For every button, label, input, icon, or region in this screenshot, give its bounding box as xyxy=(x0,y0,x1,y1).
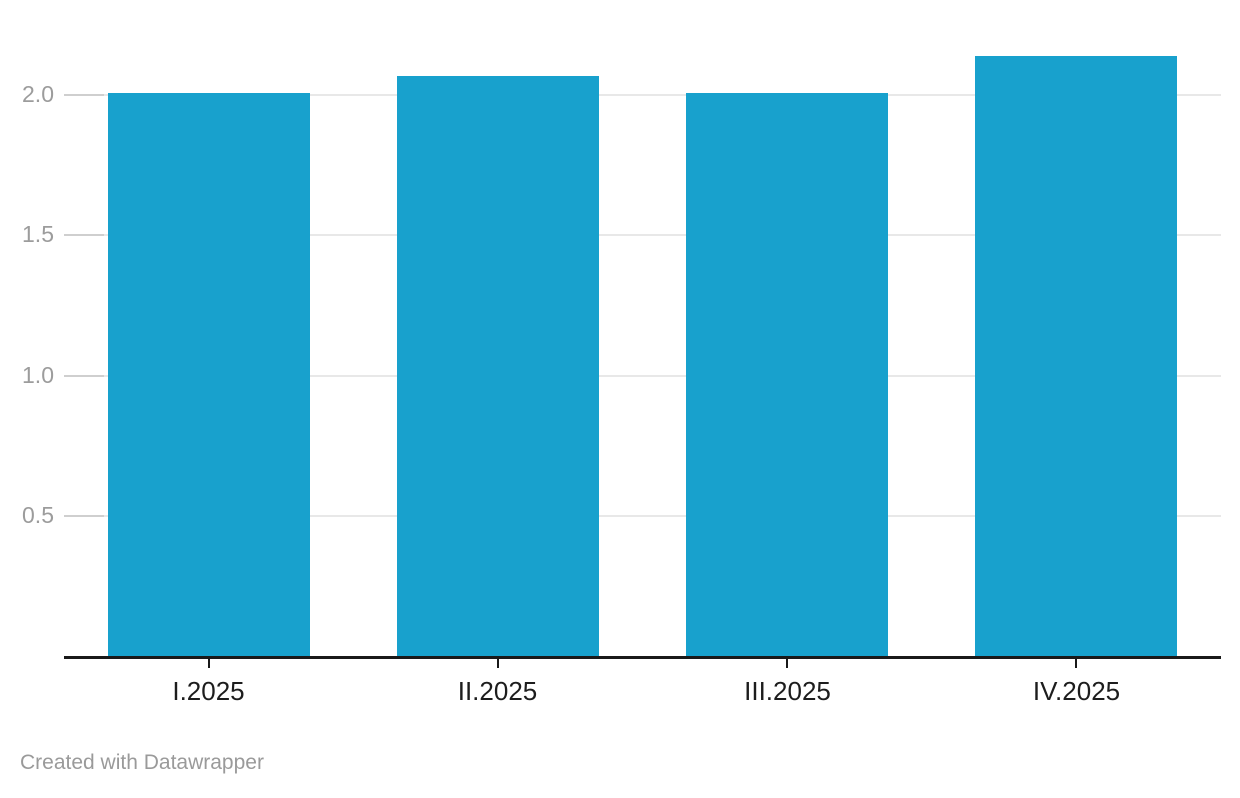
gridline-1.5 xyxy=(64,234,1221,236)
datawrapper-attribution-link[interactable]: Created with Datawrapper xyxy=(20,751,264,774)
y-tick-label: 1.5 xyxy=(22,221,54,247)
x-axis-label-IV.2025: IV.2025 xyxy=(1032,676,1121,706)
x-axis-label-III.2025: III.2025 xyxy=(744,676,831,706)
plot-area xyxy=(64,0,1221,656)
bar-III.2025 xyxy=(686,93,888,656)
x-axis-line xyxy=(64,656,1221,659)
y-tick-mark xyxy=(64,234,104,236)
gridline-1.0 xyxy=(64,375,1221,377)
y-tick-label: 2.0 xyxy=(22,81,54,107)
x-tick-mark xyxy=(497,659,499,668)
y-tick-label: 0.5 xyxy=(22,502,54,528)
bar-IV.2025 xyxy=(975,56,1177,656)
y-tick-mark xyxy=(64,375,104,377)
y-tick-label: 1.0 xyxy=(22,362,54,388)
x-tick-mark xyxy=(786,659,788,668)
y-tick-mark xyxy=(64,94,104,96)
gridline-0.5 xyxy=(64,515,1221,517)
x-tick-mark xyxy=(1075,659,1077,668)
x-axis-label-I.2025: I.2025 xyxy=(172,676,245,706)
bar-II.2025 xyxy=(397,76,599,656)
x-axis-label-II.2025: II.2025 xyxy=(457,676,538,706)
bar-I.2025 xyxy=(108,93,310,656)
x-tick-mark xyxy=(208,659,210,668)
gridline-2.0 xyxy=(64,94,1221,96)
y-tick-mark xyxy=(64,515,104,517)
